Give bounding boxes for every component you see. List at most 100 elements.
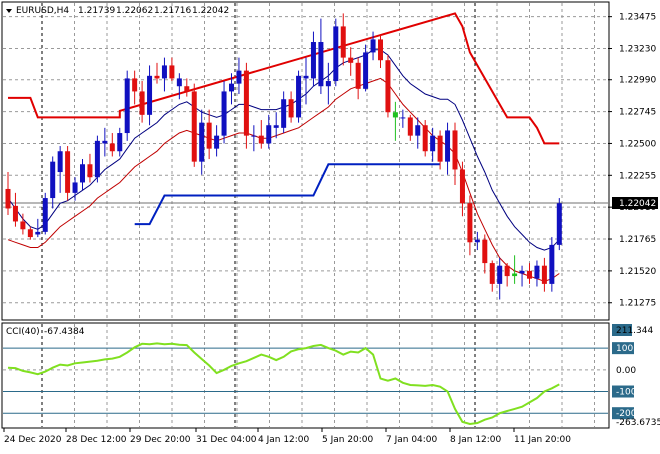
candle-body xyxy=(57,151,63,173)
candle-body xyxy=(318,42,324,87)
cci-axis-label: -100 xyxy=(616,388,637,398)
candle-body xyxy=(281,99,287,128)
candle-body xyxy=(541,265,547,284)
candle-body xyxy=(50,161,56,199)
candle-body xyxy=(504,265,510,277)
price-axis: 1.23475 1.23230 1.22990 1.22745 1.22500 1.222… xyxy=(608,13,658,309)
main-pane-frame xyxy=(1,1,610,321)
candle-body xyxy=(378,39,383,61)
candle-body xyxy=(80,164,85,183)
candle-body xyxy=(430,135,436,152)
candle-body xyxy=(94,140,100,178)
candle-body xyxy=(87,164,93,178)
symbol-label: EURUSD,H4 xyxy=(16,6,69,16)
candle-body xyxy=(549,244,555,284)
candle-body xyxy=(340,26,346,58)
candles xyxy=(5,13,562,300)
candle-body xyxy=(236,70,242,84)
price-tick-label: 1.23230 xyxy=(619,45,656,55)
candle-body xyxy=(519,270,525,274)
candle-body xyxy=(109,143,115,152)
candle-body xyxy=(273,125,279,128)
candle-body xyxy=(124,78,130,134)
candle-body xyxy=(482,239,488,264)
candle-body xyxy=(243,70,249,136)
candle-body xyxy=(161,65,167,79)
candle-body xyxy=(258,135,264,144)
trailing-red-line xyxy=(8,12,560,145)
candle-body xyxy=(147,75,153,115)
candle-body xyxy=(467,203,473,243)
price-tick-label: 1.21520 xyxy=(619,267,656,277)
candle-body xyxy=(266,125,272,144)
time-axis-label: 29 Dec 20:00 xyxy=(130,435,191,445)
cci-level-tag xyxy=(612,385,634,398)
close-value: 1.22042 xyxy=(192,6,229,16)
cci-pane-frame xyxy=(1,322,610,429)
candle-body xyxy=(415,125,421,136)
candle-body xyxy=(117,133,123,152)
candle-body xyxy=(363,52,369,89)
current-price-tag xyxy=(612,197,658,210)
cci-layer xyxy=(3,342,608,426)
cci-level-tag xyxy=(612,342,634,355)
candle-body xyxy=(497,265,503,284)
candle-body xyxy=(132,78,138,92)
candle-body xyxy=(12,205,18,222)
cci-level-tag xyxy=(612,407,634,420)
candle-body xyxy=(355,62,361,89)
candle-body xyxy=(310,42,316,79)
candle-body xyxy=(400,117,406,119)
candle-body xyxy=(5,188,11,209)
cci-axis-label: 0.00 xyxy=(616,366,636,376)
candle-body xyxy=(385,60,391,113)
cci-axis-label: 211.344 xyxy=(616,326,653,336)
candle-body xyxy=(27,229,33,238)
candle-body xyxy=(296,75,302,118)
candle-body xyxy=(214,135,220,149)
collapse-triangle-icon[interactable] xyxy=(6,9,12,13)
candle-body xyxy=(206,122,212,149)
candle-body xyxy=(407,117,413,136)
price-tick-label: 1.22990 xyxy=(619,76,656,86)
candle-body xyxy=(20,221,26,230)
candle-body xyxy=(184,86,190,92)
candle-body xyxy=(333,26,339,82)
candle-body xyxy=(176,78,182,87)
candle-body xyxy=(229,83,234,92)
candle-body xyxy=(65,151,71,193)
candle-body xyxy=(102,140,108,144)
candle-body xyxy=(221,91,227,136)
low-value: 1.21716 xyxy=(154,6,191,16)
current-price-tag-label: 1.22042 xyxy=(619,199,656,209)
cci-axis: 211.344 100 0.00 -100 -200-263.6735 xyxy=(612,324,660,428)
price-tick-label: 1.21275 xyxy=(619,299,656,309)
candle-body xyxy=(512,273,518,277)
candle-body xyxy=(437,135,443,162)
open-value: 1.21739 xyxy=(78,6,115,16)
candle-body xyxy=(459,169,465,204)
high-value: 1.22062 xyxy=(116,6,153,16)
grid xyxy=(3,3,608,427)
cci-line xyxy=(7,342,560,426)
time-axis: 24 Dec 2020 28 Dec 12:00 29 Dec 20:00 31 De… xyxy=(3,428,571,445)
candle-body xyxy=(527,270,532,279)
price-tick-label: 1.22745 xyxy=(619,108,656,118)
candle-body xyxy=(154,75,160,79)
candle-body xyxy=(452,130,458,170)
trailing-blue-line xyxy=(134,163,441,226)
candle-body xyxy=(251,135,257,137)
cci-axis-label: 100 xyxy=(616,344,633,354)
candle-body xyxy=(489,263,495,284)
candle-body xyxy=(169,65,175,79)
cci-max-tag xyxy=(612,324,632,336)
cci-axis-label: -200 xyxy=(616,409,637,419)
candle-body xyxy=(288,99,294,118)
candle-body xyxy=(303,75,309,79)
candle-body xyxy=(72,182,78,193)
time-axis-label: 31 Dec 04:00 xyxy=(196,435,257,445)
candle-body xyxy=(422,125,428,152)
